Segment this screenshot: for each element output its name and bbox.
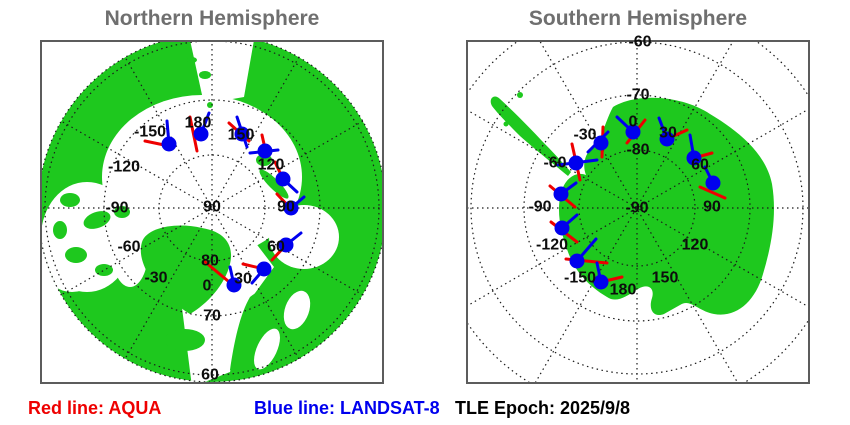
satellite-position-marker bbox=[161, 136, 177, 152]
island bbox=[199, 71, 211, 79]
baltic-sea bbox=[254, 328, 280, 370]
graticule-label: 80 bbox=[201, 253, 219, 270]
graticule-label: -150 bbox=[564, 270, 596, 287]
graticule-label: -90 bbox=[625, 200, 648, 217]
graticule-label: 30 bbox=[659, 125, 677, 142]
graticule-label: -30 bbox=[144, 270, 167, 287]
north-clipped-content bbox=[42, 42, 382, 382]
north-map-title: Northern Hemisphere bbox=[104, 7, 320, 30]
satellite-position-marker bbox=[257, 143, 273, 159]
graticule-label: 0 bbox=[203, 278, 212, 295]
satellite-position-marker bbox=[275, 171, 291, 187]
graticule-label: 60 bbox=[201, 367, 219, 384]
graticule-label: -90 bbox=[528, 199, 551, 216]
satellite-position-marker bbox=[553, 186, 569, 202]
satellite-position-marker bbox=[554, 220, 570, 236]
tle-epoch: TLE Epoch: 2025/9/8 bbox=[455, 398, 631, 418]
hudson-bay bbox=[47, 252, 97, 292]
graticule-label: 0 bbox=[629, 114, 638, 131]
graticule-label: -70 bbox=[626, 87, 649, 104]
graticule-label: -90 bbox=[105, 200, 128, 217]
aqua-track-segment bbox=[698, 185, 727, 200]
satellite-position-marker bbox=[593, 274, 609, 290]
satellite-position-marker bbox=[569, 253, 585, 269]
graticule-north bbox=[42, 42, 382, 382]
satellite-markers-layer-north bbox=[143, 111, 306, 293]
barents-sea bbox=[269, 205, 339, 269]
south-clipped-content bbox=[468, 42, 808, 382]
baffin-bay bbox=[112, 217, 148, 287]
antarctic-peninsula bbox=[490, 96, 571, 176]
graticule-label: 120 bbox=[682, 237, 709, 254]
graticule-label: -80 bbox=[626, 142, 649, 159]
bering-strait-sea bbox=[190, 42, 254, 104]
satellite-position-marker bbox=[226, 277, 242, 293]
graticule-label: -120 bbox=[108, 159, 140, 176]
satellite-position-marker bbox=[705, 175, 721, 191]
legend-landsat8: Blue line: LANDSAT-8 bbox=[254, 398, 440, 418]
graticule-label: 60 bbox=[267, 239, 285, 256]
satellite-position-marker bbox=[659, 131, 675, 147]
graticule-label: -60 bbox=[628, 34, 651, 51]
legend-aqua: Red line: AQUA bbox=[28, 398, 162, 418]
graticule-label: -30 bbox=[573, 127, 596, 144]
satellite-position-marker bbox=[234, 126, 250, 142]
iceland bbox=[165, 329, 205, 351]
southern-hemisphere-map: -60 -70 -80 -90 0 30 60 90 120 150 180 -150 -120 -90 -… bbox=[466, 34, 810, 384]
graticule-label: -150 bbox=[134, 124, 166, 141]
satellite-position-marker bbox=[256, 261, 272, 277]
satellite-position-marker bbox=[568, 155, 584, 171]
satellite-position-marker bbox=[193, 126, 209, 142]
graticule-label: -60 bbox=[543, 155, 566, 172]
satellite-position-marker bbox=[686, 150, 702, 166]
island bbox=[517, 92, 523, 98]
northern-hemisphere-map: 90 80 70 60 180 150 120 90 60 30 0 -30 -60 -90 -120 -15… bbox=[40, 40, 384, 384]
island bbox=[65, 247, 87, 263]
south-map-title: Southern Hemisphere bbox=[528, 7, 748, 30]
graticule-label: 60 bbox=[691, 157, 709, 174]
graticule-south bbox=[468, 42, 808, 382]
bellingshausen-sea bbox=[546, 134, 590, 162]
island bbox=[503, 121, 509, 127]
island bbox=[60, 193, 80, 207]
graticule-label: -60 bbox=[117, 239, 140, 256]
graticule-label: 90 bbox=[203, 199, 221, 216]
graticule-label: 120 bbox=[258, 157, 285, 174]
satellite-position-marker bbox=[625, 124, 641, 140]
island bbox=[95, 264, 113, 276]
satellite-markers-layer-south bbox=[548, 115, 727, 290]
satellite-position-marker bbox=[593, 135, 609, 151]
graticule-label: 30 bbox=[234, 271, 252, 288]
arctic-ocean bbox=[102, 95, 302, 259]
graticule-label: 70 bbox=[203, 308, 221, 325]
graticule-label: 150 bbox=[652, 270, 679, 287]
graticule-label: 150 bbox=[228, 127, 255, 144]
satellite-position-marker bbox=[278, 237, 294, 253]
island bbox=[114, 206, 130, 218]
graticule-label: 180 bbox=[185, 115, 212, 132]
island bbox=[187, 57, 197, 63]
graticule-label: 90 bbox=[703, 199, 721, 216]
island bbox=[53, 221, 67, 239]
graticule-label: -120 bbox=[536, 237, 568, 254]
island bbox=[207, 102, 213, 108]
graticule-label: 90 bbox=[277, 199, 295, 216]
graticule-label: 180 bbox=[610, 282, 637, 299]
satellite-position-marker bbox=[283, 200, 299, 216]
white-sea bbox=[283, 290, 311, 330]
